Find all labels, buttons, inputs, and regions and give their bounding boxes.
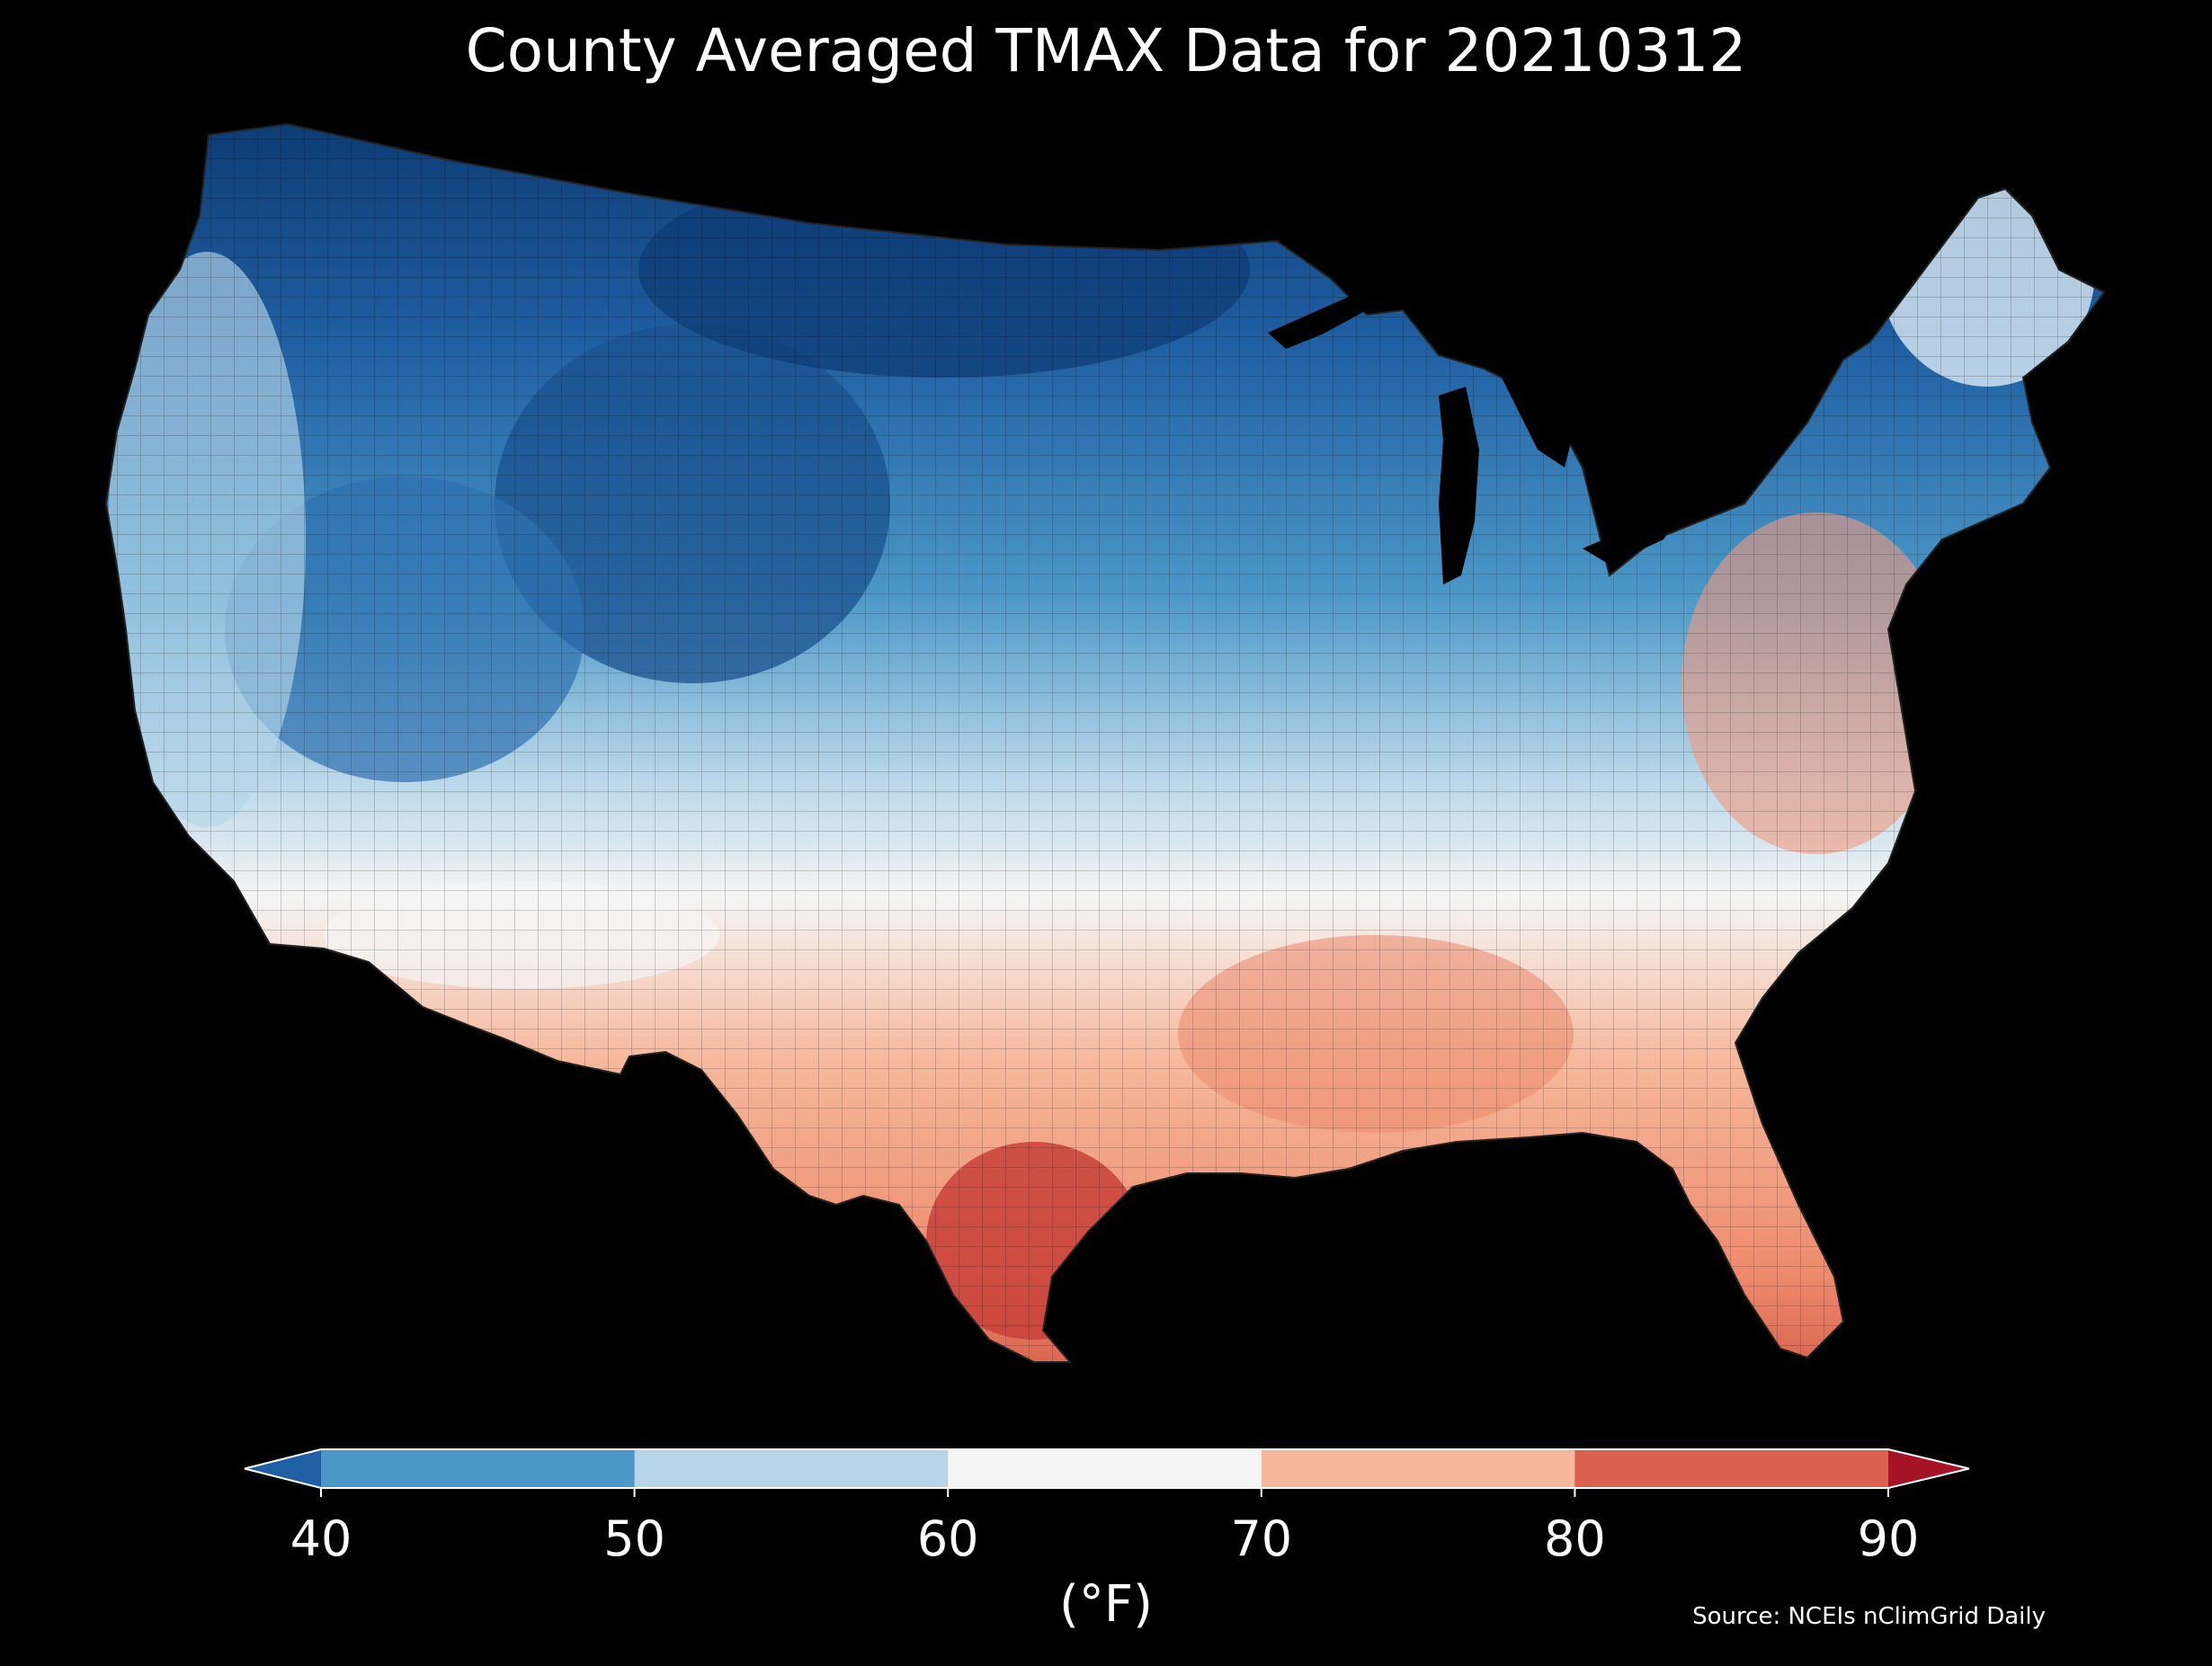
colorbar-tick-label: 70: [1230, 1510, 1292, 1567]
colorbar-over-arrow: [1888, 1449, 1969, 1488]
colorbar-tick-label: 50: [603, 1510, 665, 1567]
lake-superior: [1268, 279, 1385, 349]
colorbar-tick-label: 60: [917, 1510, 979, 1567]
colorbar-tick-label: 80: [1544, 1510, 1606, 1567]
lake-erie: [1583, 512, 1681, 565]
colorbar-bin: [321, 1449, 636, 1488]
colorbar-bin: [948, 1449, 1262, 1488]
colorbar-tick-label: 90: [1858, 1510, 1920, 1567]
colorbar-unit-label: (°F): [1059, 1575, 1153, 1634]
lake-michigan: [1439, 387, 1479, 584]
colorbar-bin: [634, 1449, 949, 1488]
lake-huron: [1502, 378, 1574, 468]
map-title: County Averaged TMAX Data for 20210312: [465, 16, 1747, 85]
colorbar-tick-label: 40: [290, 1510, 352, 1567]
source-credit: Source: NCEIs nClimGrid Daily: [1692, 1603, 2046, 1630]
colorbar-bin: [1574, 1449, 1889, 1488]
colorbar-under-arrow: [245, 1449, 321, 1488]
colorbar-bin: [1261, 1449, 1575, 1488]
